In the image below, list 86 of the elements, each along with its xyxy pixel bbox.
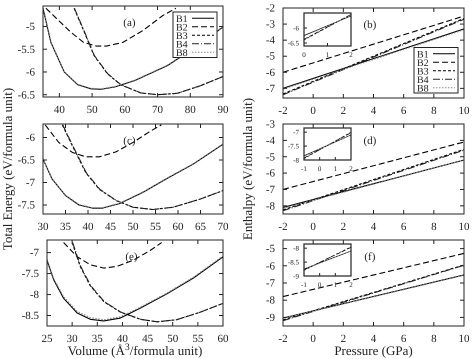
x-tick-label: 2 [340, 332, 346, 345]
x-tick-label: 6 [400, 104, 407, 117]
x-tick-label: 40 [54, 104, 66, 116]
y-axis-title: Enthalpy (eV/formula unit) [240, 98, 255, 240]
y-tick-label: -6 [266, 168, 276, 180]
x-tick-label: 8 [431, 104, 438, 117]
x-tick-label: 50 [86, 104, 98, 116]
y-tick-label: -4 [266, 134, 276, 147]
annotation: (c) [123, 135, 136, 147]
annotation: (e) [125, 251, 138, 263]
y-tick-label: -5 [26, 20, 36, 33]
x-tick-label: 40 [82, 220, 94, 233]
y-tick-label: -7 [26, 177, 36, 190]
y-tick-label: -3 [266, 18, 276, 31]
x-tick-label: 60 [172, 220, 184, 233]
y-tick-label: -5 [266, 243, 276, 256]
legend-label: B1 [417, 49, 429, 60]
annotation: (a) [123, 17, 136, 29]
x-tick-label: 4 [370, 220, 377, 233]
y-tick-label: -7 [266, 82, 276, 95]
x-tick-label: 60 [218, 332, 229, 345]
y-axis-title: Total Energy (eV/formula unit) [0, 88, 15, 250]
x-tick-label: 8 [431, 332, 438, 345]
y-tick-label: -5 [266, 50, 276, 63]
x-tick-label: -2 [278, 104, 288, 117]
y-tick-label: -8 [266, 294, 276, 307]
x-tick-label: 90 [218, 104, 229, 116]
y-tick-label: -8.5 [22, 310, 40, 322]
y-tick-label: -7 [30, 247, 40, 260]
x-tick-label: 80 [184, 104, 196, 116]
legend-label: B3 [176, 30, 188, 42]
x-tick-label: -2 [278, 332, 288, 345]
x-tick-label: 10 [458, 220, 470, 233]
y-tick-label: -8 [30, 289, 40, 302]
x-axis-title: Pressure (GPa) [334, 343, 413, 358]
x-tick-label: 0 [310, 332, 316, 345]
x-tick-label: 30 [38, 220, 49, 233]
y-tick-label: -3 [266, 118, 276, 131]
legend-label: B8 [417, 83, 429, 94]
annotation: (d) [363, 135, 377, 147]
x-tick-label: 55 [150, 220, 162, 233]
x-tick-label: 4 [370, 104, 377, 117]
x-tick-label: 0 [310, 104, 316, 117]
y-tick-label: -8 [266, 200, 276, 212]
legend-label: B1 [176, 14, 188, 25]
x-tick-label: -2 [278, 220, 288, 233]
x-tick-label: 45 [105, 220, 116, 233]
x-tick-label: 8 [431, 220, 438, 233]
x-tick-label: 35 [60, 220, 72, 233]
x-tick-label: 70 [218, 220, 229, 233]
y-tick-label: -7 [266, 278, 276, 290]
y-tick-label: -5 [266, 151, 276, 164]
annotation: (f) [364, 251, 376, 263]
x-tick-label: 65 [195, 220, 206, 233]
x-tick-label: 4 [370, 332, 377, 345]
x-tick-label: 60 [119, 104, 131, 116]
legend-label: B2 [176, 22, 188, 34]
x-tick-label: 50 [128, 220, 139, 233]
y-tick-label: -6.5 [18, 154, 36, 167]
y-tick-label: -7.5 [18, 200, 36, 212]
x-tick-label: 2 [340, 104, 346, 117]
y-tick-label: -7.5 [22, 268, 40, 280]
y-tick-label: -6 [266, 260, 276, 272]
x-tick-label: 70 [152, 104, 164, 116]
x-tick-label: 25 [42, 332, 53, 345]
y-tick-label: -6 [266, 66, 276, 79]
legend-label: B4 [176, 39, 188, 50]
y-tick-label: -2 [266, 2, 275, 15]
y-tick-label: -6.5 [18, 89, 36, 102]
x-tick-label: 6 [400, 332, 407, 345]
y-tick-label: -9 [266, 312, 276, 324]
x-tick-label: 10 [458, 104, 470, 117]
legend-label: B2 [417, 58, 429, 69]
y-tick-label: -7 [266, 184, 276, 196]
legend-label: B8 [176, 48, 188, 59]
y-tick-label: -6 [26, 66, 36, 78]
annotation: (b) [363, 19, 377, 31]
legend-label: B4 [417, 74, 429, 86]
y-tick-label: -4 [266, 34, 276, 47]
x-tick-label: 0 [310, 220, 316, 233]
legend-label: B3 [417, 66, 429, 78]
y-tick-label: -6 [26, 132, 36, 144]
x-tick-label: 6 [400, 220, 407, 233]
y-tick-label: -5.5 [18, 44, 36, 56]
x-tick-label: 10 [458, 332, 470, 345]
x-tick-label: 2 [340, 220, 346, 233]
